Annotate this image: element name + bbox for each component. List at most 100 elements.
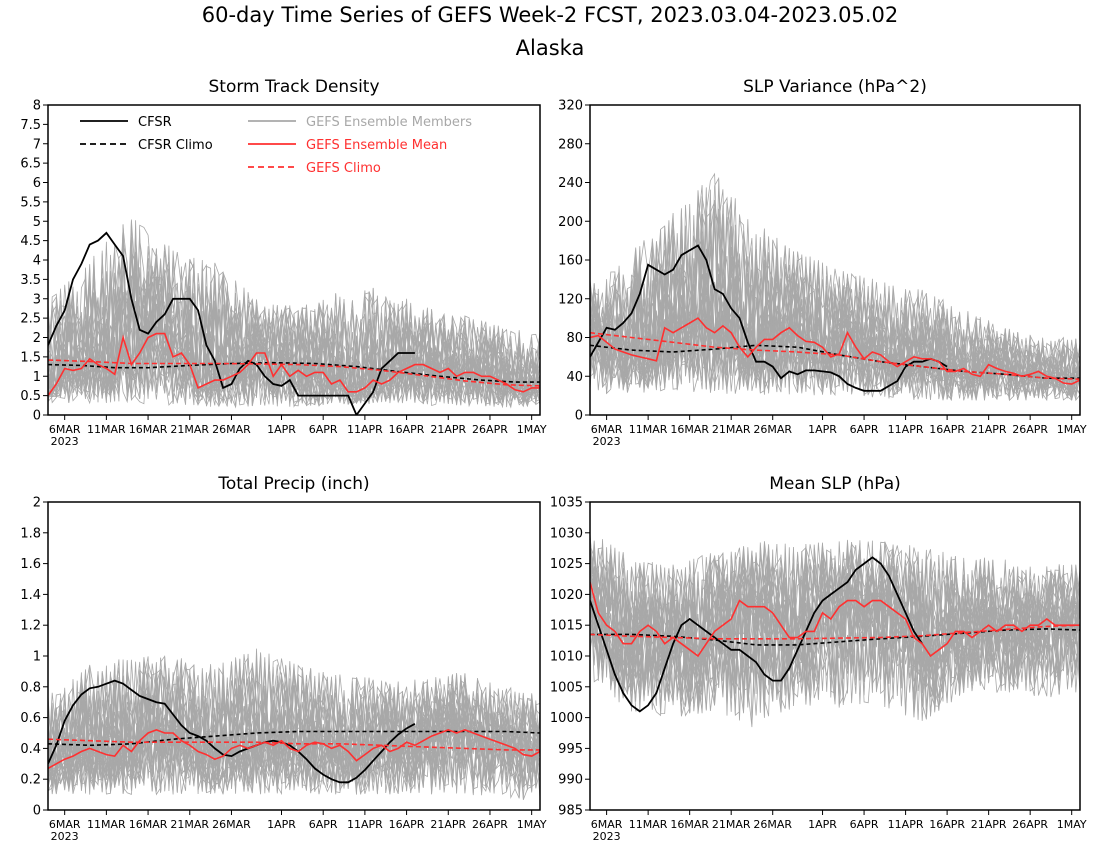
y-tick-label: 7.5 <box>20 118 41 133</box>
x-tick-label: 1APR <box>267 423 296 436</box>
y-tick-label: 6.5 <box>20 157 41 172</box>
ensemble-members <box>48 648 540 800</box>
y-tick-label: 1020 <box>550 588 583 603</box>
y-tick-label: 0 <box>33 409 41 424</box>
x-tick-label: 16MAR <box>670 818 709 831</box>
panel-title: SLP Variance (hPa^2) <box>743 77 927 97</box>
ensemble-members <box>48 219 540 409</box>
ensemble-member-line <box>48 655 540 792</box>
chart-panel-1: 0 0.5 1 1.5 2 2.5 3 3.5 4 4.5 5 5.5 6 6.5 7 7.5 8 6MAR 11M… <box>20 77 547 448</box>
series-cfsr <box>590 244 948 392</box>
y-tick-label: 0.8 <box>20 680 41 695</box>
series-cfsr <box>48 679 416 784</box>
x-tick-label: 11MAR <box>629 423 668 436</box>
legend-label: GEFS Ensemble Members <box>306 115 472 130</box>
x-year-label: 2023 <box>51 435 79 448</box>
x-tick-label: 21APR <box>971 818 1007 831</box>
x-tick-label: 16MAR <box>129 423 168 436</box>
legend-label: GEFS Ensemble Mean <box>306 138 447 153</box>
ensemble-members <box>590 172 1080 402</box>
series-mean <box>48 332 540 397</box>
y-tick-label: 3 <box>33 292 41 307</box>
plot-area <box>590 532 1080 728</box>
x-tick-label: 6MAR <box>49 818 81 831</box>
x-tick-label: 26APR <box>1012 423 1048 436</box>
ensemble-member-line <box>48 248 540 406</box>
x-tick-label: 11APR <box>888 818 924 831</box>
y-tick-label: 160 <box>558 254 583 269</box>
y-tick-label: 1010 <box>550 650 583 665</box>
ensemble-member-line <box>48 220 540 406</box>
y-tick-label: 40 <box>566 370 583 385</box>
y-tick-label: 1 <box>33 370 41 385</box>
series-mean <box>48 729 540 770</box>
x-tick-label: 1APR <box>267 818 296 831</box>
y-tick-label: 1.8 <box>20 526 41 541</box>
ensemble-member-line <box>48 278 540 405</box>
x-tick-label: 26MAR <box>212 818 251 831</box>
x-tick-label: 6APR <box>309 818 338 831</box>
figure-subtitle: Alaska <box>515 36 585 60</box>
y-tick-label: 80 <box>566 331 583 346</box>
x-tick-label: 21MAR <box>712 818 751 831</box>
x-tick-label: 21MAR <box>712 423 751 436</box>
x-tick-label: 11MAR <box>87 423 126 436</box>
ensemble-member-line <box>590 201 1080 397</box>
y-tick-label: 985 <box>558 804 583 819</box>
y-tick-label: 320 <box>558 99 583 114</box>
x-tick-label: 21APR <box>430 818 466 831</box>
y-tick-label: 8 <box>33 99 41 114</box>
x-tick-label: 21APR <box>430 423 466 436</box>
y-tick-label: 0 <box>575 409 583 424</box>
x-year-label: 2023 <box>51 830 79 843</box>
x-tick-label: 6APR <box>850 818 879 831</box>
panel-title: Total Precip (inch) <box>217 474 369 494</box>
ensemble-member-line <box>48 656 540 792</box>
ensemble-member-line <box>590 187 1080 399</box>
panel-title: Storm Track Density <box>208 77 379 97</box>
legend-label: GEFS Climo <box>306 161 381 176</box>
y-tick-label: 1.6 <box>20 557 41 572</box>
y-tick-label: 1 <box>33 650 41 665</box>
series-mean <box>590 317 1080 385</box>
series-cfsr-climo <box>590 628 1080 646</box>
x-tick-label: 6MAR <box>49 423 81 436</box>
y-tick-label: 2 <box>33 496 41 511</box>
x-year-label: 2023 <box>593 435 621 448</box>
legend-label: CFSR Climo <box>138 138 213 153</box>
plot-area <box>590 172 1080 402</box>
x-tick-label: 1MAY <box>1057 423 1087 436</box>
x-tick-label: 21MAR <box>170 423 209 436</box>
figure-title: 60-day Time Series of GEFS Week-2 FCST, … <box>201 3 899 27</box>
x-tick-label: 21APR <box>971 423 1007 436</box>
y-tick-label: 0 <box>33 804 41 819</box>
x-tick-label: 11MAR <box>87 818 126 831</box>
y-tick-label: 6 <box>33 176 41 191</box>
x-tick-label: 11APR <box>347 818 383 831</box>
y-tick-label: 0.6 <box>20 711 41 726</box>
x-tick-label: 11MAR <box>629 818 668 831</box>
series-gefs-climo <box>48 738 540 751</box>
x-tick-label: 16APR <box>929 818 965 831</box>
x-tick-label: 1MAY <box>517 423 547 436</box>
x-tick-label: 16APR <box>389 818 425 831</box>
x-tick-label: 26APR <box>1012 818 1048 831</box>
y-tick-label: 0.2 <box>20 773 41 788</box>
y-tick-label: 1005 <box>550 680 583 695</box>
x-tick-label: 1APR <box>808 818 837 831</box>
series-gefs-climo <box>48 359 540 387</box>
y-tick-label: 3.5 <box>20 273 41 288</box>
y-tick-label: 240 <box>558 176 583 191</box>
x-tick-label: 26APR <box>472 818 508 831</box>
x-tick-label: 26MAR <box>753 818 792 831</box>
y-tick-label: 1035 <box>550 496 583 511</box>
panel-title: Mean SLP (hPa) <box>769 474 901 494</box>
x-tick-label: 16MAR <box>670 423 709 436</box>
ensemble-member-line <box>590 225 1080 402</box>
chart-panel-4: 985 990 995 1000 1005 1010 1015 1020 1025 1030 103… <box>550 474 1087 843</box>
x-tick-label: 16APR <box>389 423 425 436</box>
x-tick-label: 11APR <box>347 423 383 436</box>
x-tick-label: 6MAR <box>591 423 623 436</box>
